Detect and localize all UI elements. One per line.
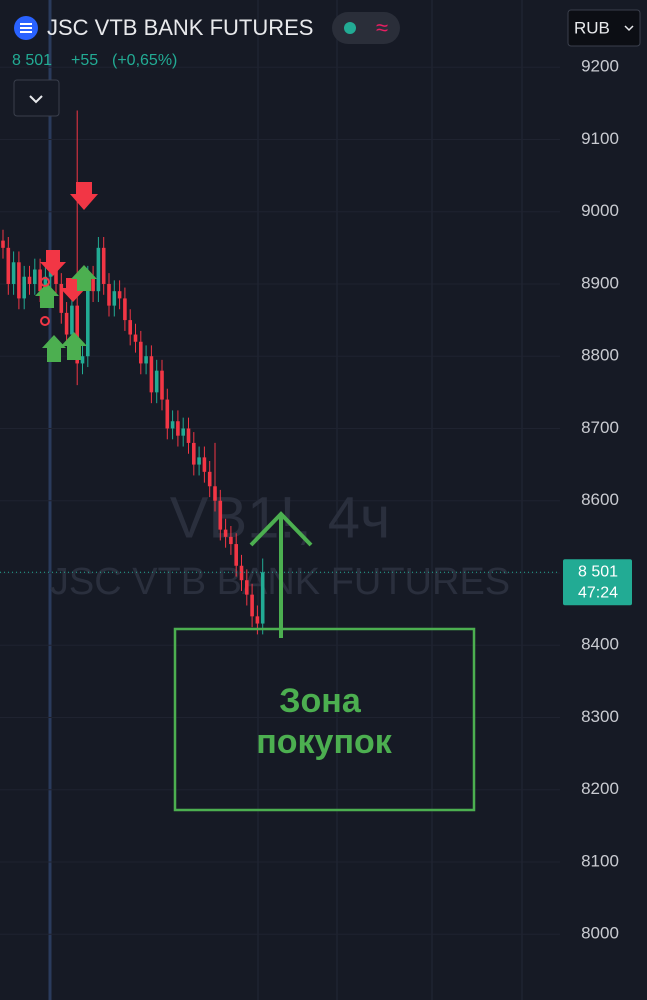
y-tick-label: 8100 <box>581 851 619 870</box>
candle-body <box>22 276 26 299</box>
candle-body <box>149 356 154 393</box>
candle-body <box>170 421 175 429</box>
candle-body <box>139 341 143 364</box>
candle-body <box>1 240 5 248</box>
candle-body <box>54 262 58 284</box>
candle-body <box>213 486 217 501</box>
y-tick-label: 8900 <box>581 273 619 292</box>
candle-body <box>59 283 64 313</box>
last-price-box <box>563 559 632 606</box>
candle-body <box>112 291 117 306</box>
y-tick-label: 9000 <box>581 201 619 220</box>
y-tick-label: 8000 <box>581 924 619 943</box>
currency-button[interactable] <box>567 9 641 47</box>
candle-body <box>229 536 233 545</box>
candle-body <box>234 544 238 566</box>
candle-body <box>160 370 164 400</box>
v-grid <box>48 0 523 1000</box>
candle-body <box>86 276 90 357</box>
candle-body <box>70 305 74 335</box>
price: 8 501 <box>12 52 52 69</box>
y-tick-label: 8600 <box>581 490 619 509</box>
candle-body <box>192 442 196 465</box>
y-tick-label: 8400 <box>581 635 619 654</box>
candle-body <box>101 247 106 284</box>
candle-body <box>144 356 148 364</box>
candle-body <box>128 320 132 335</box>
candle-body <box>107 283 111 306</box>
candle-body <box>239 565 244 581</box>
candle-body <box>223 529 228 537</box>
candle-body <box>245 580 249 595</box>
y-tick-label: 8700 <box>581 418 619 437</box>
candle-body <box>11 262 16 284</box>
y-tick-label: 8800 <box>581 346 619 365</box>
candle-body <box>80 356 85 364</box>
candle-body <box>64 312 69 335</box>
y-tick-label: 8300 <box>581 707 619 726</box>
candle-body <box>96 247 101 292</box>
change: +55 <box>71 52 98 69</box>
candle-body <box>260 572 265 624</box>
y-tick-label: 9100 <box>581 129 619 148</box>
candle-body <box>133 334 138 342</box>
currency: RUB <box>574 18 610 37</box>
candle-body <box>91 276 95 292</box>
candle-body <box>43 276 48 292</box>
svg-text:≈: ≈ <box>376 15 388 40</box>
candle-body <box>255 616 260 624</box>
candle-body <box>176 421 180 436</box>
annotation: покупок <box>256 723 393 761</box>
annotation: Зона <box>279 682 362 720</box>
status-pill[interactable] <box>332 12 400 44</box>
collapse-button[interactable] <box>13 79 60 117</box>
y-tick-label: 8200 <box>581 779 619 798</box>
candle-body <box>17 262 21 299</box>
change-pct: (+0,65%) <box>112 52 177 69</box>
candle-body <box>186 428 191 443</box>
candle-body <box>181 428 185 436</box>
candle-body <box>202 457 207 472</box>
last-price-label: 8 501 <box>578 563 618 580</box>
candle-body <box>33 269 37 284</box>
candle-body <box>218 500 223 530</box>
candle-body <box>75 305 79 364</box>
candle-body <box>207 471 212 487</box>
candle-body <box>38 269 42 292</box>
candle-body <box>123 298 127 321</box>
candle-body <box>117 291 122 299</box>
candle-body <box>165 399 170 429</box>
signals <box>35 182 98 362</box>
countdown: 47:24 <box>578 584 618 601</box>
candle-body <box>27 276 32 284</box>
buy-zone: Зона покупок <box>173 511 476 812</box>
candle-body <box>250 594 254 617</box>
title: JSC VTB BANK FUTURES <box>47 15 313 40</box>
candle-body <box>197 457 201 465</box>
y-tick-label: 9200 <box>581 57 619 76</box>
candle-body <box>154 370 159 393</box>
candle-body <box>6 247 11 284</box>
